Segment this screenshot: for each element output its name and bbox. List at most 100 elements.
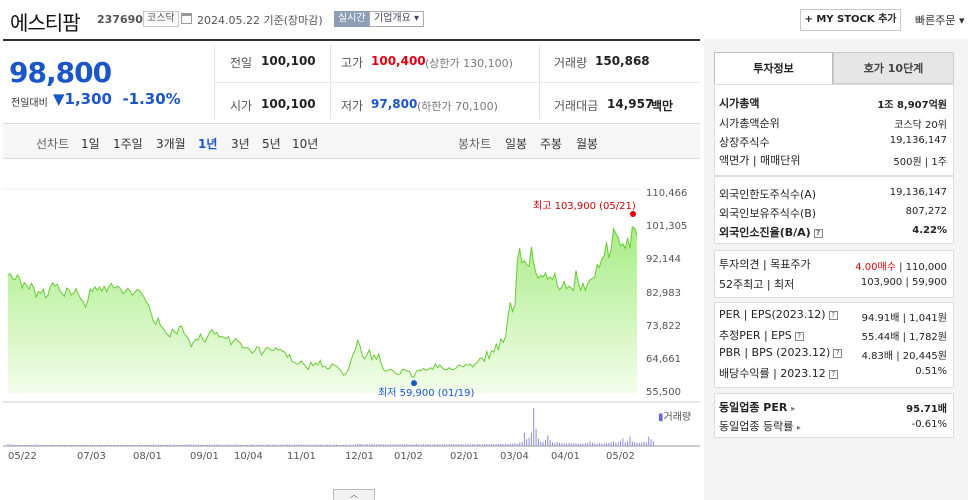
volume-bar: [641, 442, 643, 446]
volume-bar: [143, 444, 145, 446]
add-my-stock-button[interactable]: + MY STOCK 추가: [800, 9, 901, 31]
volume-bar: [47, 445, 49, 446]
volume-bar: [582, 443, 584, 446]
volume-bar: [54, 445, 56, 446]
volume-bar: [500, 443, 502, 446]
corp-info-dropdown[interactable]: 기업개요 ▾: [369, 11, 425, 27]
volume-bar: [648, 436, 650, 446]
volume-bar: [12, 444, 14, 446]
industry-per-label[interactable]: 동일업종 PER ▸: [719, 399, 795, 415]
volume-bar: [490, 444, 492, 446]
volume-bar: [326, 444, 328, 446]
volume-bar: [415, 444, 417, 446]
chart-expand-handle[interactable]: ︿: [333, 489, 375, 500]
period-1d[interactable]: 1일: [81, 137, 100, 151]
x-tick: 08/01: [133, 451, 162, 462]
volume-bar: [204, 444, 206, 446]
volume-bar: [190, 444, 192, 446]
volume-bar: [66, 445, 68, 446]
candle-monthly[interactable]: 월봉: [576, 137, 599, 151]
chevron-down-icon: ▾: [958, 14, 965, 27]
quick-order-button[interactable]: 빠른주문 ▾: [915, 12, 965, 28]
volume-bar: [453, 444, 455, 446]
volume-bar: [16, 445, 18, 446]
pbr-bps-value: 4.83배 | 20,445원: [861, 351, 947, 362]
volume-bar: [514, 443, 516, 446]
candle-daily[interactable]: 일봉: [505, 137, 528, 151]
volume-bar: [225, 444, 227, 446]
volume-legend-label: 거래량: [663, 412, 692, 423]
volume-bar: [202, 444, 204, 446]
corp-info-label: 기업개요: [374, 13, 411, 24]
volume-bar: [523, 432, 525, 446]
stock-name: 에스티팜: [10, 11, 81, 35]
volume-bar: [547, 435, 549, 446]
help-icon[interactable]: ?: [794, 332, 804, 341]
volume-bar: [305, 444, 307, 446]
volume-bar: [322, 444, 323, 446]
period-10y[interactable]: 10년: [292, 137, 319, 151]
volume-bar: [333, 444, 335, 446]
volume-bar: [169, 444, 171, 446]
volume-bar: [422, 444, 424, 446]
period-1y[interactable]: 1년: [198, 137, 218, 151]
info-tabs: 투자정보 호가 10단계: [714, 52, 954, 84]
period-1w[interactable]: 1주일: [113, 137, 143, 151]
stock-header: 에스티팜 237690 코스닥 2024.05.22 기준(장마감) 실시간 기…: [0, 0, 968, 38]
realtime-badge[interactable]: 실시간: [334, 11, 370, 27]
volume-bar: [361, 444, 363, 446]
price-change: ▼1,300 -1.30%: [53, 90, 181, 108]
volume-bar: [629, 436, 631, 446]
help-icon[interactable]: ?: [828, 311, 838, 320]
volume-bar: [559, 442, 561, 446]
chevron-right-icon: ▸: [791, 404, 796, 413]
volume-bar: [185, 444, 187, 446]
volume-bar: [509, 443, 511, 446]
help-icon[interactable]: ?: [833, 349, 843, 358]
volume-bar: [216, 444, 218, 446]
volume-bar: [401, 444, 403, 446]
volume-bar: [199, 444, 201, 446]
volume-bar: [192, 444, 194, 446]
volume-bar: [350, 444, 352, 446]
volume-bar: [554, 442, 556, 446]
volume-bar: [385, 444, 387, 446]
volume-bar: [312, 444, 314, 446]
volume-bar: [242, 444, 244, 446]
industry-change-label[interactable]: 동일업종 등락률 ▸: [719, 418, 801, 434]
volume-bar: [512, 443, 514, 446]
volume-bar: [634, 442, 636, 446]
divider: [214, 82, 700, 83]
volume-bar: [230, 444, 232, 446]
volume-bar: [420, 444, 422, 446]
volume-bar: [566, 443, 568, 446]
volume-bar: [183, 444, 185, 446]
period-5y[interactable]: 5년: [262, 137, 281, 151]
volume-bar: [68, 445, 70, 446]
volume-bar: [329, 444, 331, 446]
volume-bar: [455, 444, 457, 446]
tab-invest-info[interactable]: 투자정보: [714, 52, 833, 84]
period-3y[interactable]: 3년: [231, 137, 250, 151]
low-value: 97,800: [371, 97, 418, 111]
volume-bar: [627, 441, 629, 446]
volume-bar: [279, 444, 281, 446]
volume-bar: [408, 444, 410, 446]
volume-bar: [432, 444, 434, 446]
volume-bar: [232, 444, 234, 446]
tab-orderbook[interactable]: 호가 10단계: [833, 52, 954, 84]
help-icon[interactable]: ?: [813, 229, 823, 238]
target-price: | 110,000: [895, 262, 947, 273]
x-tick: 05/22: [8, 451, 37, 462]
volume-bar: [603, 443, 605, 446]
volume-bar: [617, 442, 619, 446]
x-tick: 12/01: [345, 451, 374, 462]
help-icon[interactable]: ?: [828, 370, 838, 379]
volume-bar: [42, 445, 44, 446]
52w-range-label: 52주최고 | 최저: [719, 278, 795, 291]
period-3m[interactable]: 3개월: [156, 137, 186, 151]
volume-bar: [275, 444, 277, 446]
opinion-section: [714, 250, 954, 298]
candle-weekly[interactable]: 주봉: [540, 137, 563, 151]
valuation-section: [714, 302, 954, 388]
